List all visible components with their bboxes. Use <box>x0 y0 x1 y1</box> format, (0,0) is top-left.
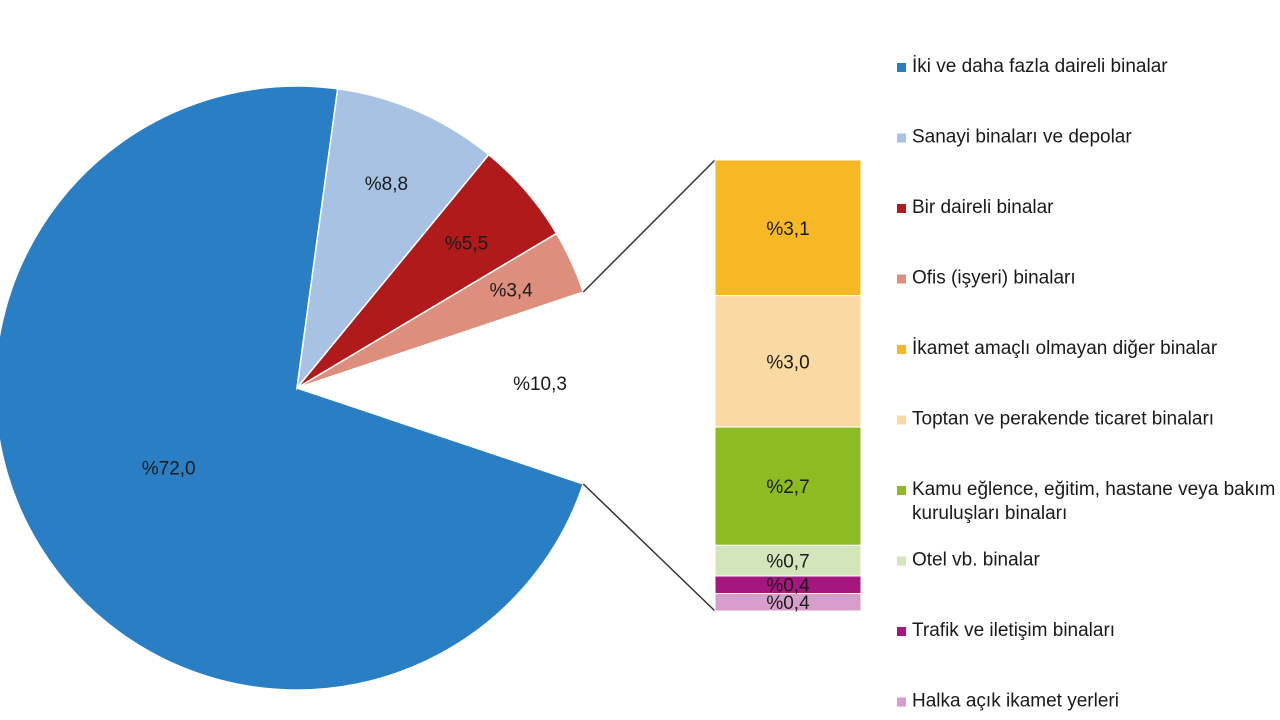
other-slice-label: %10,3 <box>513 374 567 395</box>
legend-label: İkamet amaçlı olmayan diğer binalar <box>912 338 1218 359</box>
legend-label: Ofis (işyeri) binaları <box>912 268 1076 289</box>
legend-label: Kamu eğlence, eğitim, hastane veya bakım… <box>912 479 1275 524</box>
legend-item-i-ki-ve-daha-fazla-daireli-binalar: İki ve daha fazla daireli binalar <box>897 56 1168 77</box>
bar-label-otel-vb-binalar: %0,7 <box>766 552 809 573</box>
bar-segment-halka-acik-ikamet-yerleri <box>714 593 862 612</box>
legend-swatch <box>897 627 906 636</box>
legend-item-kamu-eglence-egitim-hastane-veya-bakim-kuruluslari-binalari: Kamu eğlence, eğitim, hastane veya bakım… <box>897 479 1275 524</box>
pie-label-sanayi-binalari-ve-depolar: %8,8 <box>365 174 408 195</box>
legend-item-i-kamet-amacli-olmayan-diger-binalar: İkamet amaçlı olmayan diğer binalar <box>897 338 1218 359</box>
connector-line-top <box>582 159 716 293</box>
legend-swatch <box>897 63 906 72</box>
legend-swatch <box>897 556 906 566</box>
bar-segment-kamu-eglence-egitim-hastane-veya-bakim-kuruluslari-binalari <box>714 426 862 546</box>
legend-label: Halka açık ikamet yerleri <box>912 691 1119 712</box>
bar-label-toptan-ve-perakende-ticaret-binalari: %3,0 <box>766 352 809 373</box>
legend-item-trafik-ve-iletisim-binalari: Trafik ve iletişim binaları <box>897 620 1115 641</box>
bar-segment-i-kamet-amacli-olmayan-diger-binalar <box>714 159 862 297</box>
pie-label-bir-daireli-binalar: %5,5 <box>445 233 488 254</box>
legend-label: Trafik ve iletişim binaları <box>912 620 1115 641</box>
legend-item-otel-vb-binalar: Otel vb. binalar <box>897 550 1040 571</box>
legend-swatch <box>897 274 906 284</box>
connector-line-bottom <box>582 483 716 612</box>
pie-label-ofis-isyeri-binalari: %3,4 <box>489 281 533 302</box>
bar-label-i-kamet-amacli-olmayan-diger-binalar: %3,1 <box>766 219 809 240</box>
legend-item-ofis-isyeri-binalari: Ofis (işyeri) binaları <box>897 268 1076 289</box>
legend-label: İki ve daha fazla daireli binalar <box>912 56 1168 77</box>
legend-item-halka-acik-ikamet-yerleri: Halka açık ikamet yerleri <box>897 691 1119 712</box>
bar-label-halka-acik-ikamet-yerleri: %0,4 <box>766 593 810 614</box>
pie-label-i-ki-ve-daha-fazla-daireli-binalar: %72,0 <box>142 459 196 480</box>
bar-segment-otel-vb-binalar <box>714 544 862 577</box>
legend-item-bir-daireli-binalar: Bir daireli binalar <box>897 197 1054 218</box>
legend-label: Sanayi binaları ve depolar <box>912 127 1132 148</box>
pie-slice-i-ki-ve-daha-fazla-daireli-binalar <box>0 85 585 691</box>
pie-slice-sanayi-binalari-ve-depolar <box>295 87 490 391</box>
legend-swatch <box>897 486 906 495</box>
legend-item-toptan-ve-perakende-ticaret-binalari: Toptan ve perakende ticaret binaları <box>897 409 1214 430</box>
legend-label: Toptan ve perakende ticaret binaları <box>912 409 1214 430</box>
bar-label-kamu-eglence-egitim-hastane-veya-bakim-kuruluslari-binalari: %2,7 <box>766 477 809 498</box>
legend-swatch <box>897 133 906 143</box>
legend-item-sanayi-binalari-ve-depolar: Sanayi binaları ve depolar <box>897 127 1132 148</box>
legend-swatch <box>897 697 906 707</box>
legend-label: Otel vb. binalar <box>912 550 1040 571</box>
legend-swatch <box>897 415 906 425</box>
legend-swatch <box>897 204 906 213</box>
legend-swatch <box>897 345 906 354</box>
bar-segment-toptan-ve-perakende-ticaret-binalari <box>714 295 862 428</box>
legend-label: Bir daireli binalar <box>912 197 1054 218</box>
bar-label-trafik-ve-iletisim-binalari: %0,4 <box>766 576 810 597</box>
